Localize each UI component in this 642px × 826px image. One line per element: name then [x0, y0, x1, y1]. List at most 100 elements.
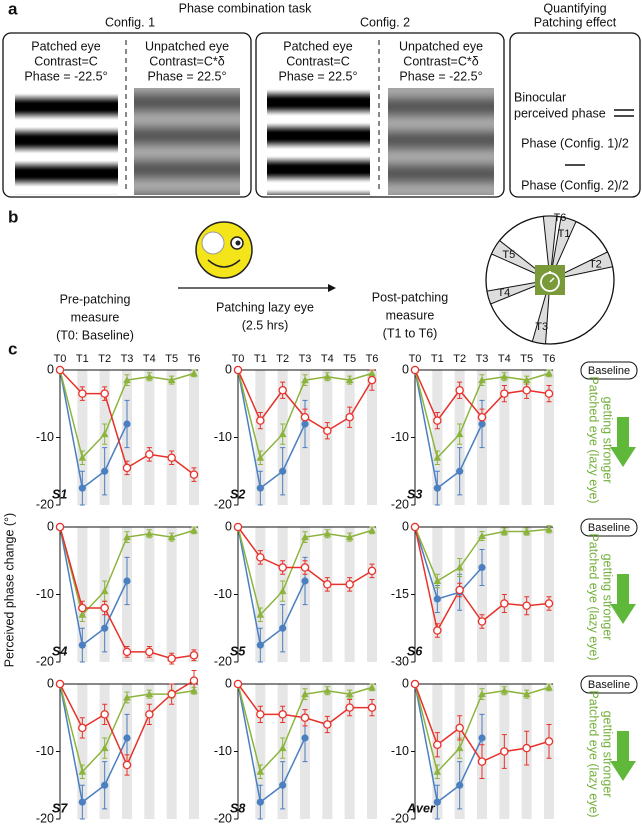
x-tick-label: T3	[476, 353, 489, 365]
stage-text: (T1 to T6)	[383, 326, 438, 340]
series-line	[414, 683, 483, 804]
marker	[433, 577, 442, 584]
marker	[500, 372, 509, 380]
marker	[123, 420, 131, 428]
marker	[323, 529, 332, 537]
time-band	[322, 527, 333, 662]
marker	[55, 679, 65, 689]
x-tick-label: T0	[54, 353, 67, 365]
formula-text: Phase (Config. 2)/2	[521, 178, 629, 192]
x-tick-label: T5	[343, 353, 356, 365]
marker	[433, 798, 441, 806]
marker	[123, 693, 131, 701]
marker	[410, 679, 420, 689]
x-tick-label: T4	[498, 353, 511, 365]
formula-text: Phase (Config. 1)/2	[521, 136, 629, 150]
x-tick-label: T1	[76, 353, 89, 365]
marker	[100, 744, 109, 752]
series-line	[237, 526, 306, 647]
y-tick-label: -20	[391, 811, 409, 825]
time-band	[166, 684, 177, 819]
marker	[545, 525, 553, 533]
time-band	[189, 527, 199, 662]
marker	[478, 563, 486, 572]
time-band	[166, 370, 177, 505]
baseline-label: Baseline	[588, 365, 630, 377]
marker	[167, 654, 176, 663]
x-tick-label: T2	[276, 353, 289, 365]
marker	[368, 369, 376, 377]
chart-label: S7	[52, 801, 68, 815]
note-arrow	[610, 731, 636, 781]
marker	[279, 781, 287, 789]
marker	[300, 713, 310, 723]
marker	[189, 651, 199, 660]
eye-text: Unpatched eye	[145, 39, 229, 53]
marker	[410, 522, 420, 532]
marker	[455, 744, 464, 752]
marker	[167, 689, 176, 699]
marker	[455, 563, 464, 571]
y-tick-label: -10	[36, 744, 54, 758]
y-tick-label: -15	[391, 587, 409, 601]
series-line	[59, 526, 128, 647]
marker	[233, 522, 243, 532]
marker	[455, 385, 464, 395]
eye-text: Contrast=C*δ	[403, 54, 478, 68]
x-tick-label: T6	[188, 353, 201, 365]
marker	[522, 743, 531, 753]
marker	[478, 376, 486, 384]
marker	[256, 798, 264, 806]
marker	[345, 376, 354, 384]
chart-label: S1	[52, 487, 67, 501]
panel-label: a	[8, 0, 18, 18]
time-band	[367, 370, 377, 505]
time-band	[77, 370, 88, 505]
marker	[433, 484, 441, 492]
marker	[122, 760, 132, 770]
marker	[256, 416, 265, 425]
marker	[256, 553, 265, 562]
time-band	[344, 684, 355, 819]
marker	[167, 376, 176, 384]
stage-text: Patching lazy eye	[216, 300, 314, 314]
clock-wedge	[486, 279, 551, 305]
grating	[15, 88, 118, 195]
marker	[78, 453, 87, 461]
marker	[367, 703, 377, 712]
marker	[256, 767, 265, 775]
baseline-box	[580, 518, 638, 537]
note-text: getting stronger	[601, 397, 615, 484]
marker	[78, 389, 87, 398]
config-box	[255, 32, 505, 198]
note-text: Patched eye (lazy eye)	[587, 690, 601, 817]
note-text: getting stronger	[601, 554, 615, 641]
stage-text: (T0: Baseline)	[56, 328, 134, 342]
y-tick-label: -20	[214, 654, 232, 668]
marker	[345, 580, 354, 589]
marker	[433, 740, 442, 750]
config-title: Config. 2	[360, 15, 410, 29]
marker	[477, 617, 487, 626]
marker	[477, 757, 487, 766]
marker	[278, 587, 287, 595]
marker	[301, 420, 309, 428]
marker	[256, 610, 265, 618]
marker	[433, 416, 442, 425]
time-band	[544, 370, 554, 505]
marker	[500, 686, 509, 694]
y-tick-label: -30	[391, 654, 409, 668]
formula-text: Binocular	[514, 90, 566, 104]
y-tick-label: 0	[225, 519, 232, 533]
y-axis-label: Perceived phase change (°)	[2, 513, 16, 667]
quantify-box	[509, 32, 641, 198]
marker	[300, 563, 310, 572]
marker	[100, 710, 109, 719]
eye-text: Patched eye	[283, 39, 353, 53]
baseline-box	[580, 675, 638, 694]
note-text: getting stronger	[601, 711, 615, 798]
